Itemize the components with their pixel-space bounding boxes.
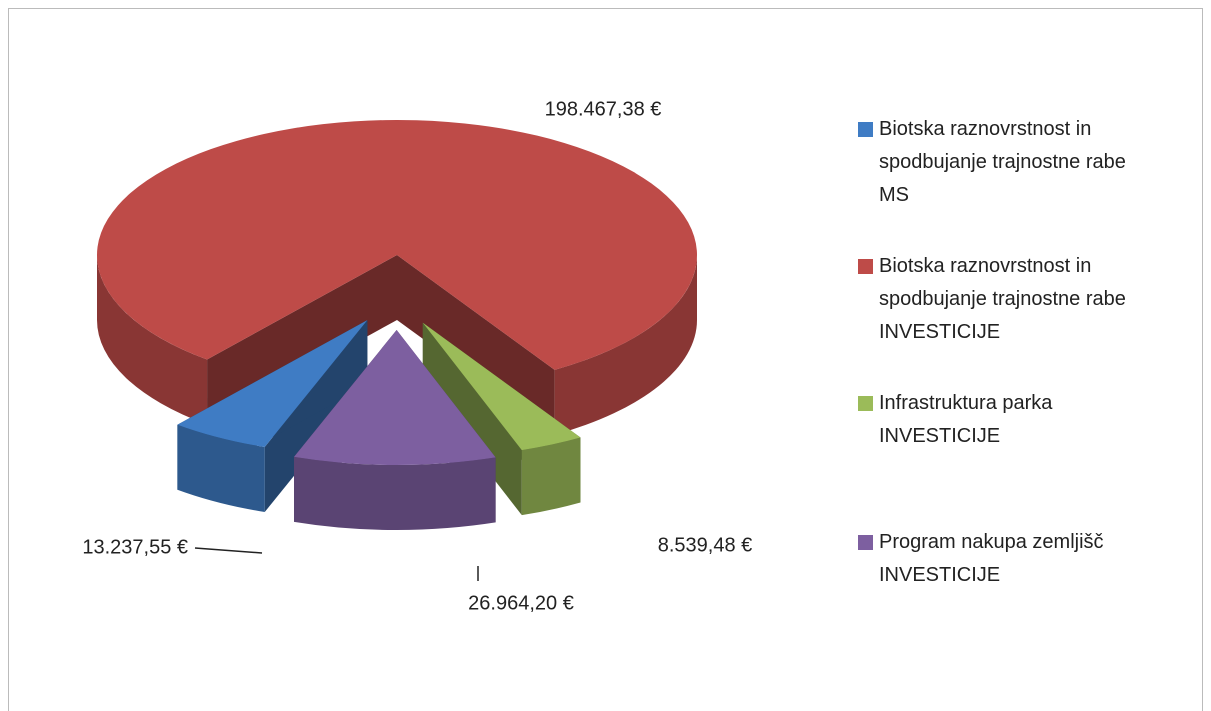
legend-label: Program nakupa zemljišč INVESTICIJE	[879, 531, 1104, 586]
pie-side	[177, 424, 265, 513]
pie-side	[521, 437, 581, 516]
pie-wall	[207, 255, 397, 425]
chart-frame	[8, 8, 1203, 711]
legend-swatch	[858, 396, 873, 411]
legend-item: Infrastruktura parka INVESTICIJE	[858, 387, 1128, 453]
data-label: 198.467,38 €	[545, 98, 662, 120]
legend-item: Biotska raznovrstnost in spodbujanje tra…	[858, 250, 1128, 349]
legend-item: Biotska raznovrstnost in spodbujanje tra…	[858, 113, 1128, 212]
legend-swatch	[858, 259, 873, 274]
legend-label: Biotska raznovrstnost in spodbujanje tra…	[879, 118, 1126, 206]
data-label: 26.964,20 €	[468, 592, 574, 614]
legend-label: Biotska raznovrstnost in spodbujanje tra…	[879, 255, 1126, 343]
pie-slice	[177, 320, 368, 448]
pie-side	[294, 456, 496, 530]
pie-slice	[422, 322, 581, 451]
data-label: 13.237,55 €	[82, 536, 188, 558]
pie-wall	[397, 255, 555, 435]
pie-side	[97, 255, 208, 425]
pie-slice	[96, 120, 697, 370]
legend-item: Program nakupa zemljišč INVESTICIJE	[858, 526, 1128, 592]
leader-line	[194, 547, 263, 554]
legend-label: Infrastruktura parka INVESTICIJE	[879, 392, 1053, 447]
pie-wall	[422, 322, 522, 516]
data-label: 8.539,48 €	[658, 534, 753, 556]
pie-side	[554, 255, 697, 435]
legend-swatch	[858, 535, 873, 550]
pie-slice	[294, 329, 496, 465]
legend-swatch	[858, 122, 873, 137]
